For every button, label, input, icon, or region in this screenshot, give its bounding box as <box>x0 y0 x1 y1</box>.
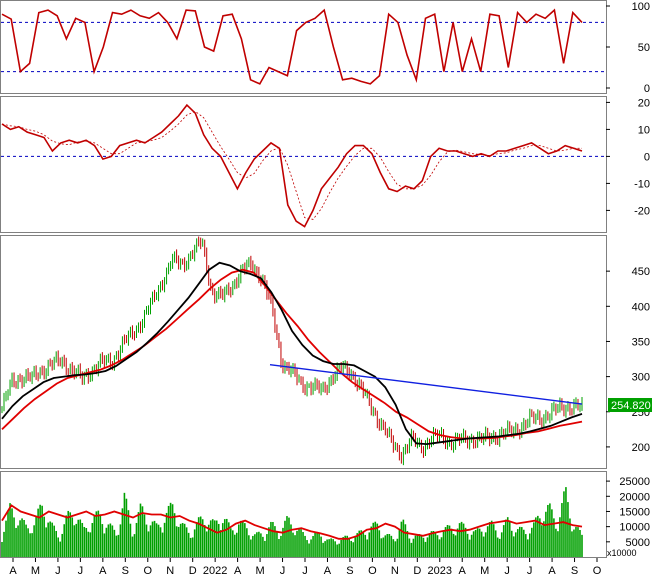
axis-labels: 10050020100-10-2045040035030025020025000… <box>9 1 650 577</box>
price-tick-label: 300 <box>632 372 650 384</box>
momentum-signal-line <box>1 110 582 220</box>
last-price-badge: 254.820 <box>608 398 652 412</box>
stochastic-panel-frame <box>0 0 607 94</box>
volume-ma-line <box>1 504 583 540</box>
x-tick-label: S <box>346 565 353 577</box>
price-tick-label: 200 <box>632 442 650 454</box>
x-tick-label: A <box>324 565 332 577</box>
x-tick-label: A <box>548 565 556 577</box>
stoch-line <box>1 8 583 85</box>
x-tick-label: J <box>78 565 84 577</box>
volume-tick-label: 10000 <box>619 522 650 534</box>
x-tick-label: O <box>593 565 602 577</box>
x-tick-label: M <box>255 565 264 577</box>
x-tick-label: A <box>234 565 242 577</box>
x-tick-label: A <box>9 565 17 577</box>
x-tick-label: 2022 <box>203 565 227 577</box>
volume-unit-label: x10000 <box>607 548 637 558</box>
price-tick-label: 450 <box>632 266 650 278</box>
volume-tick-label: 20000 <box>619 491 650 503</box>
volume-tick-label: 25000 <box>619 476 650 488</box>
x-tick-label: A <box>99 565 107 577</box>
price-plot <box>1 236 583 466</box>
x-tick-label: S <box>571 565 578 577</box>
momentum-tick-label: 20 <box>638 97 650 109</box>
momentum-tick-label: 0 <box>644 151 650 163</box>
stochastic-plot <box>1 8 606 85</box>
x-tick-label: S <box>122 565 129 577</box>
x-tick-label: J <box>280 565 286 577</box>
momentum-tick-label: 10 <box>638 124 650 136</box>
x-tick-label: D <box>189 565 197 577</box>
trendline <box>269 363 583 405</box>
stoch-tick-label: 50 <box>638 42 650 54</box>
momentum-plot <box>1 103 606 228</box>
x-tick-label: M <box>480 565 489 577</box>
momentum-tick-label: -20 <box>634 205 650 217</box>
ma-long-line <box>1 268 583 440</box>
price-tick-label: 400 <box>632 301 650 313</box>
last-price-label: 254.820 <box>611 400 651 412</box>
x-tick-label: O <box>143 565 152 577</box>
stoch-tick-label: 100 <box>632 1 650 13</box>
ma-short-line <box>1 261 583 446</box>
x-tick-label: N <box>391 565 399 577</box>
x-tick-label: J <box>527 565 533 577</box>
x-tick-label: J <box>55 565 61 577</box>
x-tick-label: J <box>504 565 510 577</box>
price-tick-label: 350 <box>632 336 650 348</box>
volume-tick-label: 15000 <box>619 506 650 518</box>
volume-plot <box>1 487 583 557</box>
volume-tick-label: 5000 <box>626 537 650 549</box>
x-tick-label: O <box>368 565 377 577</box>
x-tick-label: D <box>413 565 421 577</box>
x-tick-label: A <box>459 565 467 577</box>
x-tick-label: J <box>302 565 308 577</box>
stoch-tick-label: 0 <box>644 83 650 95</box>
momentum-tick-label: -10 <box>634 178 650 190</box>
momentum-panel-frame <box>0 96 607 233</box>
x-tick-label: 2023 <box>428 565 452 577</box>
x-tick-label: M <box>31 565 40 577</box>
x-tick-label: N <box>166 565 174 577</box>
